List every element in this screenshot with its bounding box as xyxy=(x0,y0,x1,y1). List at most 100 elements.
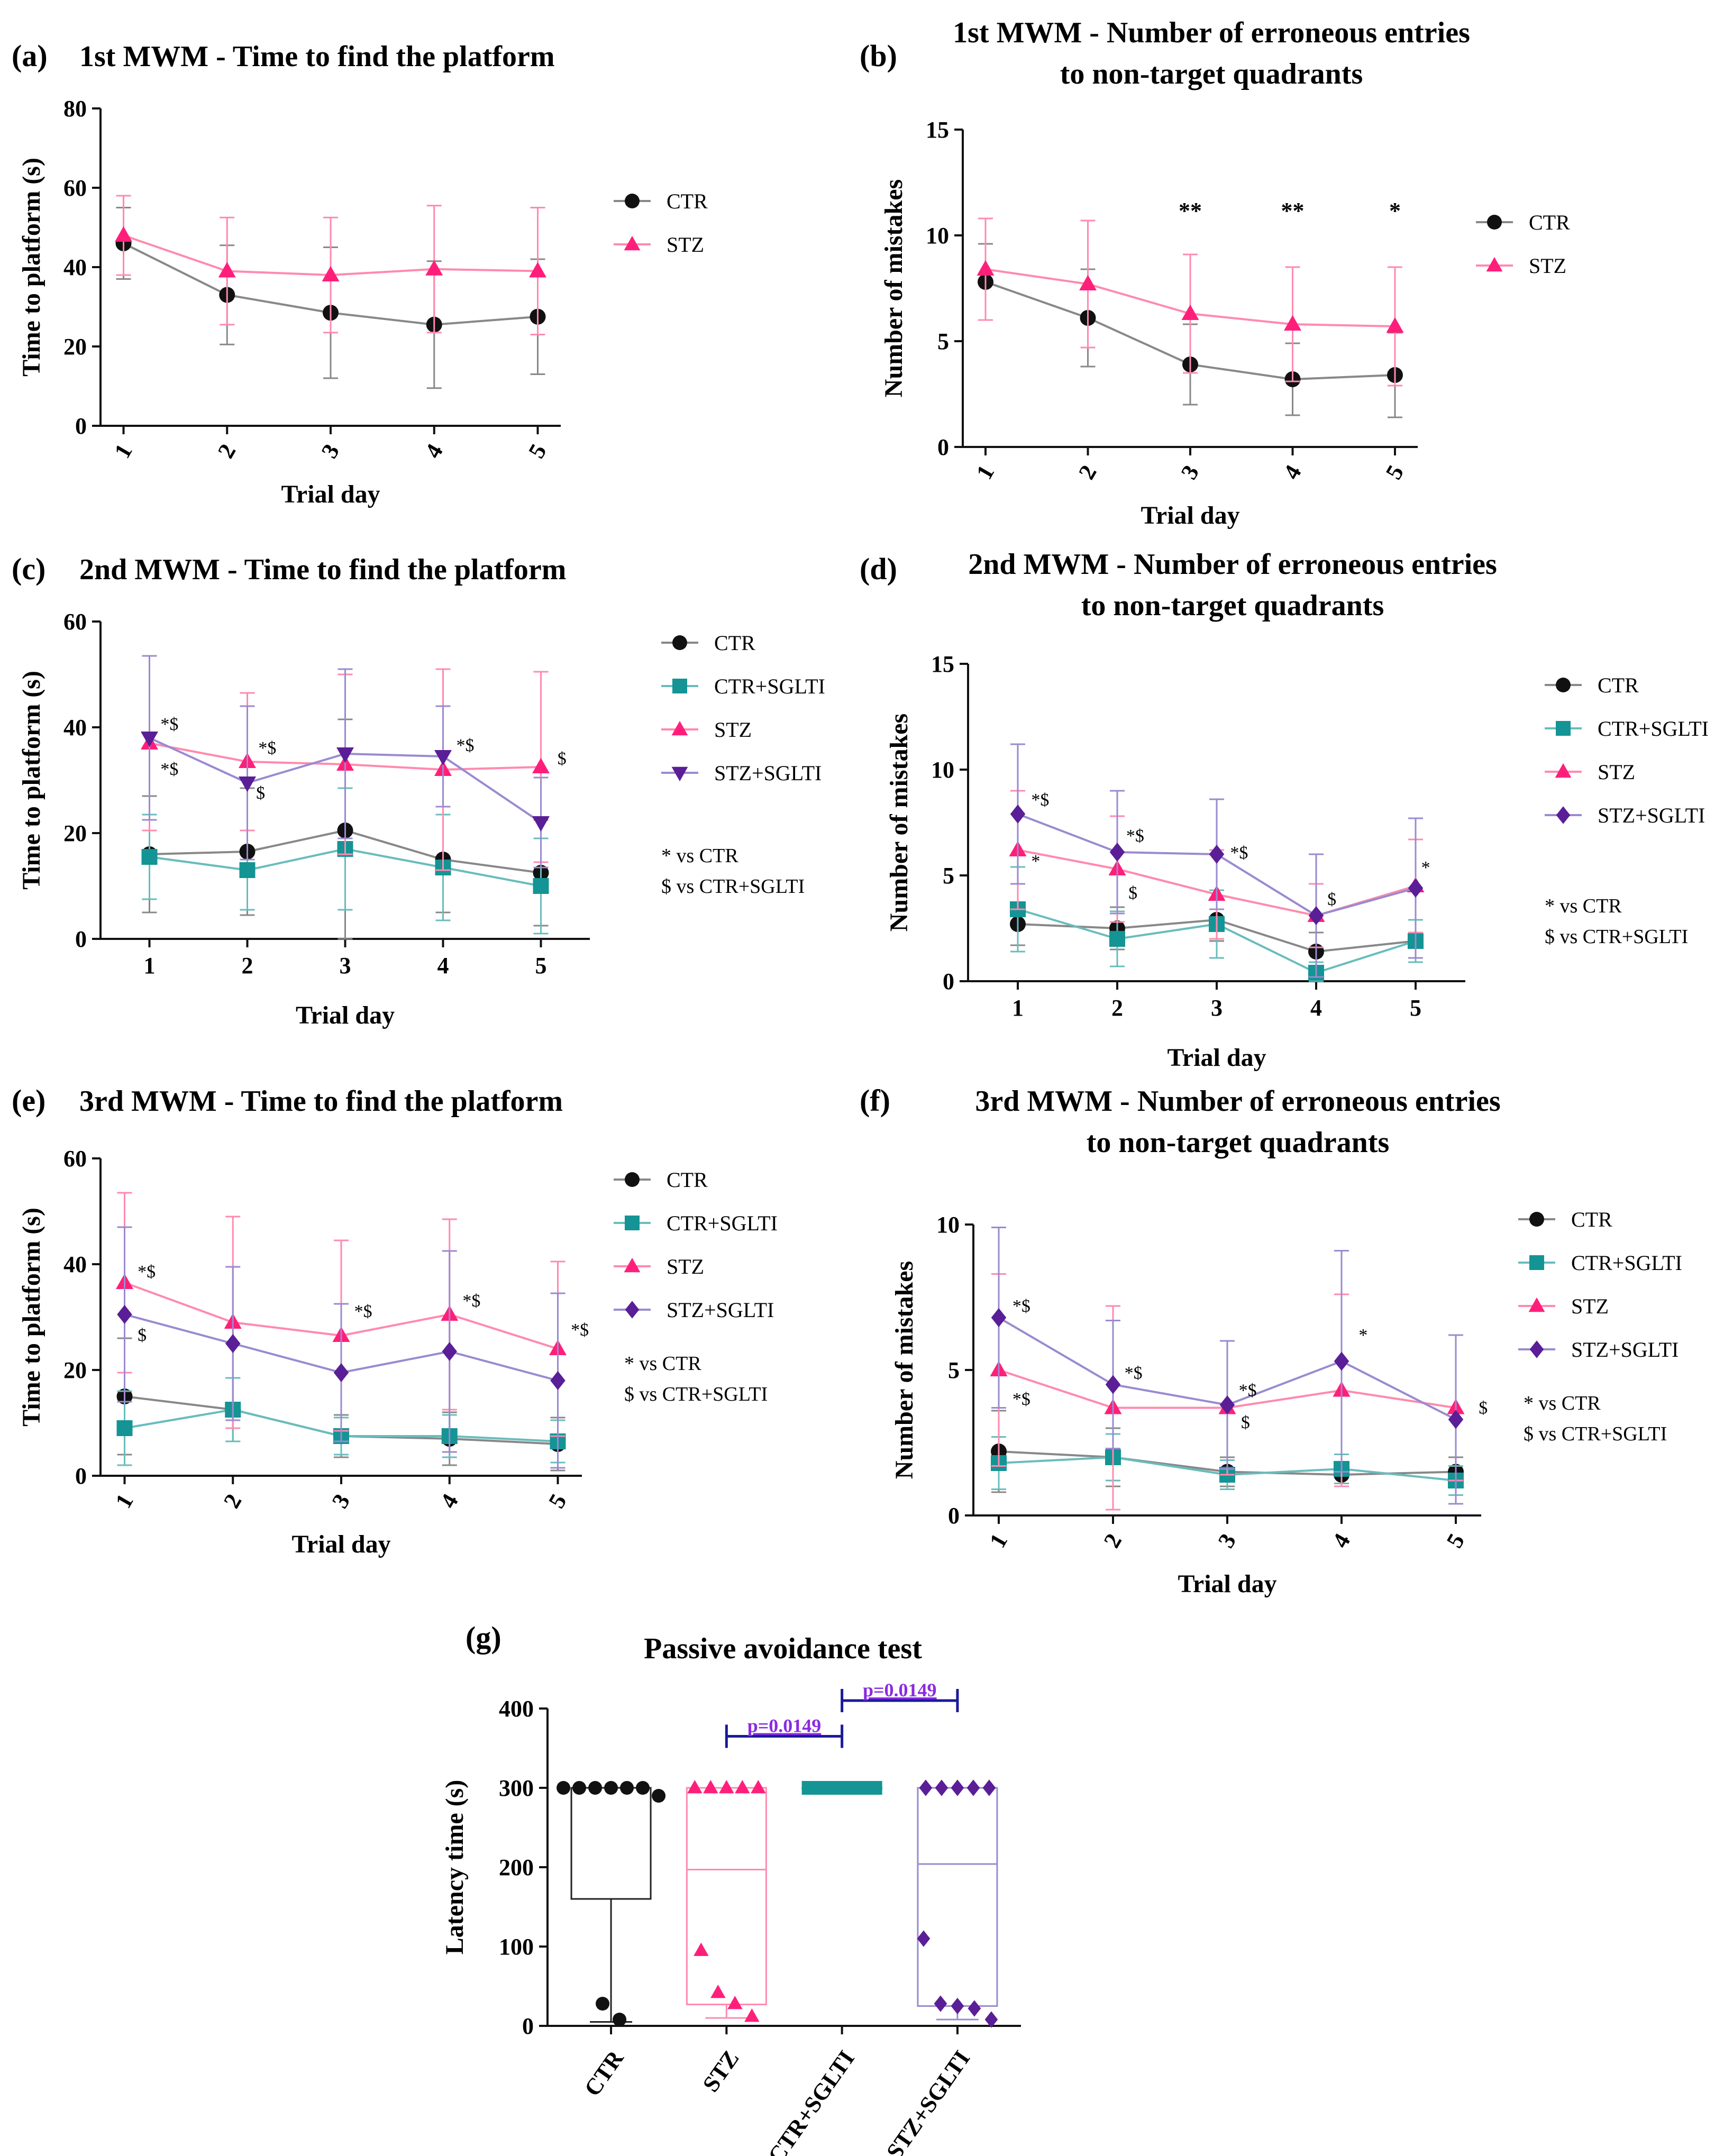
data-point xyxy=(613,2013,627,2026)
box-stz: STZ xyxy=(686,1780,767,2097)
chart-title: to non-target quadrants xyxy=(1081,589,1384,622)
data-point xyxy=(532,757,550,773)
data-point xyxy=(694,1942,709,1956)
y-tick-label: 0 xyxy=(937,434,949,460)
legend-entry: STZ xyxy=(1545,760,1635,784)
legend-label: CTR xyxy=(1529,211,1570,234)
chart-e: (e) 3rd MWM - Time to find the platform 0 2… xyxy=(12,1083,778,1558)
legend-entry: STZ+SGLTI xyxy=(1518,1338,1679,1362)
data-point xyxy=(727,1996,743,2009)
legend-marker xyxy=(1529,1212,1544,1227)
data-point xyxy=(322,266,340,281)
significance-mark: $ xyxy=(256,783,265,803)
series-stz xyxy=(977,217,1404,387)
legend-note: * vs CTR xyxy=(1524,1392,1601,1414)
x-tick-label: 5 xyxy=(1442,1529,1470,1552)
chart-title: to non-target quadrants xyxy=(1060,58,1363,90)
y-tick-label: 10 xyxy=(926,223,949,249)
comparison-bracket: p=0.0149 xyxy=(841,1679,959,1712)
x-tick-label: 4 xyxy=(1310,995,1322,1021)
data-point xyxy=(1219,1395,1235,1414)
x-tick-label: 5 xyxy=(1410,995,1421,1021)
legend-label: STZ+SGLTI xyxy=(667,1298,774,1322)
legend-marker xyxy=(1529,1255,1544,1270)
x-tick-label: 3 xyxy=(340,953,351,979)
significance-mark: * xyxy=(1389,198,1401,224)
significance-mark: *$ xyxy=(354,1302,372,1321)
legend-entry: STZ xyxy=(1476,254,1566,278)
significance-mark: * xyxy=(1421,858,1430,878)
legend-marker xyxy=(671,720,688,736)
legend-marker xyxy=(625,1216,640,1230)
x-tick-label: 3 xyxy=(1213,1529,1241,1552)
legend-entry: CTR+SGLTI xyxy=(1518,1251,1682,1275)
legend-note: $ vs CTR+SGLTI xyxy=(661,875,805,898)
significance-mark: *$ xyxy=(571,1320,589,1340)
y-tick-label: 0 xyxy=(75,413,87,439)
x-tick-label: 4 xyxy=(1278,461,1306,484)
x-axis-label: Trial day xyxy=(1141,501,1239,529)
significance-mark: $ xyxy=(1479,1399,1488,1418)
data-point xyxy=(239,862,256,878)
data-point xyxy=(1386,317,1404,333)
legend-marker xyxy=(624,235,641,251)
data-point xyxy=(951,1997,964,2015)
data-point xyxy=(588,1781,603,1795)
legend-marker xyxy=(1555,763,1572,778)
data-point xyxy=(1181,304,1199,320)
legend-marker xyxy=(625,194,640,208)
significance-mark: $ xyxy=(1327,890,1336,909)
data-point xyxy=(1010,805,1026,824)
data-point xyxy=(1308,906,1324,925)
significance-mark: ** xyxy=(1179,198,1202,224)
legend-note: * vs CTR xyxy=(661,845,738,867)
significance-mark: *$ xyxy=(1013,1296,1030,1316)
x-axis-label: Trial day xyxy=(1178,1570,1276,1598)
y-axis-label: Time to platform (s) xyxy=(17,1208,45,1427)
data-point xyxy=(710,1985,726,1998)
box-ctr-sglti: CTR+SGLTI xyxy=(763,1781,883,2156)
data-point xyxy=(336,747,354,763)
series-stz-sglti xyxy=(141,655,550,869)
legend-note: $ vs CTR+SGLTI xyxy=(1545,926,1688,948)
x-tick-label: STZ+SGLTI xyxy=(881,2046,975,2156)
x-tick-label: CTR xyxy=(579,2045,629,2101)
legend-label: CTR xyxy=(667,189,708,213)
data-point xyxy=(1448,1410,1464,1429)
legend-label: STZ+SGLTI xyxy=(714,761,822,785)
data-point xyxy=(951,1779,964,1796)
comparison-bracket: p=0.0149 xyxy=(725,1715,844,1748)
data-point xyxy=(533,878,549,894)
significance-mark: * xyxy=(1358,1326,1367,1345)
legend-entry: STZ xyxy=(614,233,704,257)
y-axis-label: Number of mistakes xyxy=(880,179,908,397)
legend-entry: CTR xyxy=(614,189,708,213)
x-tick-label: 2 xyxy=(1099,1529,1127,1552)
y-tick-label: 20 xyxy=(63,334,87,360)
data-point xyxy=(1334,1351,1349,1371)
legend-label: CTR+SGLTI xyxy=(667,1211,778,1235)
x-tick-label: 2 xyxy=(218,1490,247,1513)
x-axis-label: Trial day xyxy=(296,1001,395,1029)
legend-marker xyxy=(1556,721,1571,736)
significance-mark: $ xyxy=(1241,1413,1250,1432)
data-point xyxy=(1079,275,1097,290)
chart-title: 2nd MWM - Time to find the platform xyxy=(79,553,566,586)
data-point xyxy=(917,1930,931,1947)
legend-label: STZ xyxy=(1598,760,1635,784)
legend-label: CTR xyxy=(714,631,755,655)
panel-label: (f) xyxy=(860,1083,890,1118)
legend-marker xyxy=(1486,257,1503,272)
data-point xyxy=(434,750,452,766)
legend-label: CTR xyxy=(1571,1208,1612,1231)
x-tick-label: 4 xyxy=(437,953,449,979)
legend-marker xyxy=(1529,1340,1544,1358)
x-tick-label: 2 xyxy=(1073,461,1101,484)
data-point xyxy=(620,1781,634,1795)
data-point xyxy=(1284,315,1301,331)
chart-title: to non-target quadrants xyxy=(1087,1126,1389,1159)
x-tick-label: 5 xyxy=(543,1490,571,1513)
legend-label: STZ xyxy=(714,718,752,742)
y-axis-label: Time to platform (s) xyxy=(17,158,45,377)
data-point xyxy=(572,1781,587,1795)
